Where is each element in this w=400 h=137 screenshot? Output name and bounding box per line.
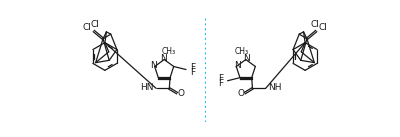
Text: NH: NH (268, 83, 281, 92)
Text: F: F (190, 68, 196, 77)
Text: O: O (177, 89, 184, 98)
Text: N: N (234, 61, 241, 70)
Text: Cl: Cl (319, 23, 328, 32)
Text: F: F (218, 79, 223, 88)
Text: CH₃: CH₃ (162, 47, 176, 56)
Text: F: F (218, 74, 223, 83)
Text: Cl: Cl (310, 20, 319, 29)
Text: N: N (150, 61, 156, 70)
Text: CH₃: CH₃ (234, 47, 248, 56)
Text: Cl: Cl (91, 20, 100, 29)
Text: N: N (243, 54, 250, 62)
Text: N: N (160, 54, 167, 62)
Text: F: F (190, 63, 196, 72)
Text: HN: HN (140, 83, 154, 92)
Text: O: O (238, 89, 244, 98)
Text: Cl: Cl (82, 23, 91, 32)
